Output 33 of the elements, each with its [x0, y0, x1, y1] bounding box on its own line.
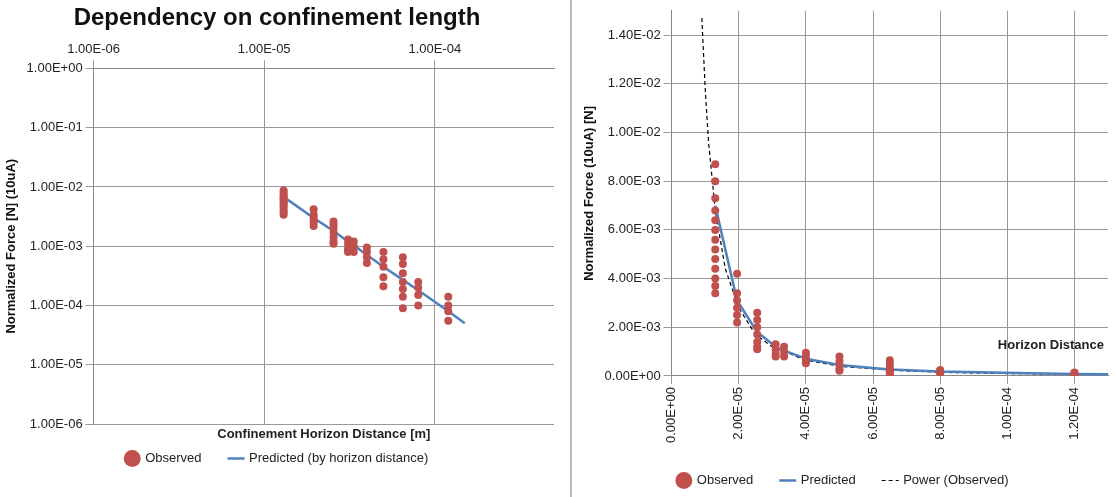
y-tick-label: 6.00E-03 [607, 221, 661, 237]
y-tick-label: 1.00E-05 [29, 356, 83, 372]
x-tick-label: 1.00E-05 [237, 41, 291, 57]
y-tick-label: 8.00E-03 [607, 172, 661, 188]
y-axis-title: Normalized Force (10uA) [N] [581, 105, 597, 281]
x-tick-label: 1.00E-04 [998, 386, 1014, 440]
x-axis-title: Confinement Horizon Distance [m] [217, 426, 431, 442]
y-tick-label: 2.00E-03 [607, 318, 661, 334]
y-tick-label: 4.00E-03 [607, 270, 661, 286]
y-tick-label: 1.20E-02 [607, 75, 661, 91]
y-tick-label: 1.00E-04 [29, 297, 83, 313]
y-axis-title: Normalized Force [N] (10uA) [3, 158, 19, 334]
y-tick-label: 1.00E-02 [607, 124, 661, 140]
x-tick-label: 6.00E-05 [864, 386, 880, 440]
legend-label: Power (Observed) [903, 472, 1009, 488]
x-tick-label: 1.00E-04 [408, 41, 462, 57]
legend-label: Observed [145, 450, 202, 466]
chart-title: Dependency on confinement length [73, 3, 481, 31]
x-tick-label: 4.00E-05 [797, 386, 813, 440]
y-tick-label: 1.40E-02 [607, 26, 661, 42]
x-tick-label: 2.00E-05 [730, 386, 746, 440]
y-tick-label: 1.00E+00 [26, 59, 83, 75]
x-tick-label: 8.00E-05 [931, 386, 947, 440]
y-tick-label: 1.00E-03 [29, 237, 83, 253]
legend-label: Predicted (by horizon distance) [249, 450, 429, 466]
x-tick-label: 1.00E-06 [67, 41, 121, 57]
y-tick-label: 1.00E-01 [29, 119, 83, 135]
x-tick-label: 1.20E-04 [1066, 386, 1082, 440]
legend-label: Observed [696, 472, 754, 488]
legend-label: Predicted [800, 472, 856, 488]
y-tick-label: 0.00E+00 [604, 367, 661, 383]
x-axis-title: Horizon Distance [997, 337, 1104, 353]
y-tick-label: 1.00E-02 [29, 178, 83, 194]
